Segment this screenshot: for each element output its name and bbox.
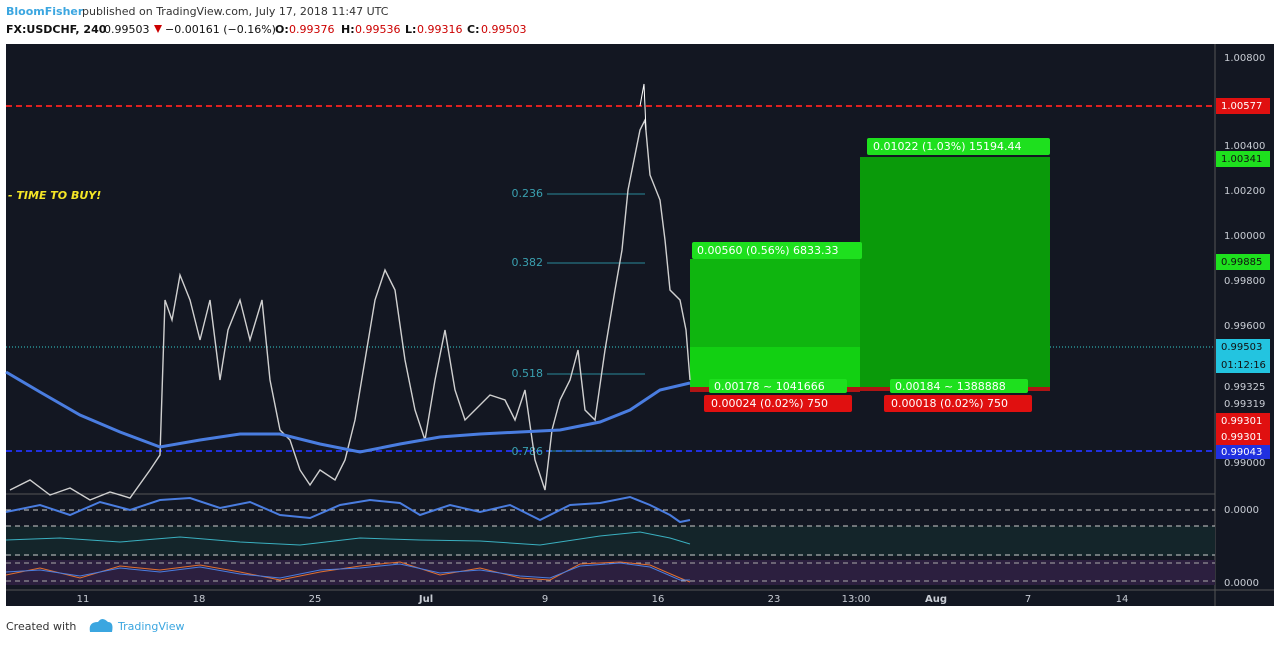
- price-tick: 0.99301: [1221, 416, 1262, 427]
- price-tick: 0.99301: [1221, 432, 1262, 443]
- price-tick: 1.00400: [1224, 141, 1265, 152]
- profit-zone[interactable]: [860, 157, 1050, 387]
- symbol: FX:USDCHF, 240: [6, 23, 107, 36]
- oscillator: [5, 495, 691, 524]
- price-tick: 1.00577: [1221, 101, 1262, 112]
- close: 0.99503: [481, 23, 527, 36]
- author[interactable]: BloomFisher: [6, 5, 84, 18]
- price-tick: 0.99043: [1221, 447, 1262, 458]
- time-axis: 11 18 25 Jul 9 16 23 13:00 Aug 7 14: [77, 594, 1129, 605]
- h-label: H:: [341, 23, 355, 36]
- price-tick: 0.99319: [1224, 399, 1265, 410]
- price-tick: 1.00200: [1224, 186, 1265, 197]
- fib: [547, 193, 645, 452]
- price-tag: [1216, 445, 1270, 459]
- logo: [89, 619, 113, 632]
- price-tag: [1216, 413, 1270, 445]
- fib-label: 0.236: [512, 187, 544, 200]
- label-box: [890, 379, 1028, 393]
- price-tick: 1.00000: [1224, 231, 1265, 242]
- c-label: C:: [467, 23, 479, 36]
- l-label: L:: [405, 23, 416, 36]
- profit-zone[interactable]: [690, 259, 860, 347]
- price-tick: 0.99600: [1224, 321, 1265, 332]
- fib-label: 0.786: [512, 445, 544, 458]
- published: published on TradingView.com, July 17, 2…: [82, 5, 389, 18]
- profit-label: 0.00560 (0.56%) 6833.33: [697, 244, 839, 257]
- stochastic: [5, 562, 690, 581]
- last: 0.99503: [104, 23, 150, 36]
- open: 0.99376: [289, 23, 335, 36]
- price-tag: [1216, 98, 1270, 114]
- price-tag: [1216, 339, 1270, 373]
- annotation: - TIME TO BUY!: [8, 189, 101, 202]
- label-box: [709, 379, 847, 393]
- footer-text: Created with: [6, 620, 76, 633]
- fib-label: 0.518: [512, 367, 544, 380]
- time-tick: 7: [1025, 594, 1031, 605]
- wick: [639, 83, 647, 131]
- price-path: [9, 117, 691, 501]
- moving-average: [5, 370, 691, 454]
- time-tick: Jul: [418, 594, 433, 605]
- price-tick: 0.99800: [1224, 276, 1265, 287]
- time-tick: 23: [768, 594, 781, 605]
- stochastic: [5, 561, 691, 583]
- time-tick: 16: [652, 594, 665, 605]
- price-tick: 0.99325: [1224, 382, 1265, 393]
- indicator-tick: 0.0000: [1224, 505, 1259, 516]
- change: −0.00161 (−0.16%): [165, 23, 276, 36]
- low: 0.99316: [417, 23, 463, 36]
- price-axis: 1.00800 1.00577 1.00400 1.00341 1.00200 …: [1216, 53, 1270, 589]
- price-tick: 1.00341: [1221, 154, 1262, 165]
- price-tick: 1.00800: [1224, 53, 1265, 64]
- profit-label: 0.01022 (1.03%) 15194.44: [873, 140, 1022, 153]
- label-box: [884, 395, 1032, 412]
- pane-bg: [6, 526, 1215, 556]
- time-tick: Aug: [925, 594, 947, 605]
- time-tick: 14: [1116, 594, 1129, 605]
- time-tick: 9: [542, 594, 548, 605]
- time-tick: 18: [193, 594, 206, 605]
- price-tag: [1216, 151, 1270, 167]
- indicator-tick: 0.0000: [1224, 578, 1259, 589]
- footer-brand[interactable]: TradingView: [117, 620, 184, 633]
- label-box: [692, 242, 862, 259]
- stop-label: 0.00018 (0.02%) 750: [891, 397, 1008, 410]
- o-label: O:: [275, 23, 289, 36]
- price-tick: 0.99000: [1224, 458, 1265, 469]
- price-tick: 0.99503: [1221, 342, 1262, 353]
- label-box: [867, 138, 1050, 155]
- high: 0.99536: [355, 23, 401, 36]
- time-tick: 13:00: [842, 594, 871, 605]
- countdown: 01:12:16: [1221, 360, 1266, 371]
- chart-bg: [6, 44, 1274, 606]
- label-box: [704, 395, 852, 412]
- price-tick: 0.99885: [1221, 257, 1262, 268]
- fib-label: 0.382: [512, 256, 544, 269]
- entry-label: 0.00178 ~ 1041666: [714, 380, 825, 393]
- down-arrow: [154, 25, 162, 33]
- oscillator: [5, 531, 691, 546]
- entry-label: 0.00184 ~ 1388888: [895, 380, 1006, 393]
- time-tick: 11: [77, 594, 90, 605]
- price-tag: [1216, 254, 1270, 270]
- stop-label: 0.00024 (0.02%) 750: [711, 397, 828, 410]
- time-tick: 25: [309, 594, 322, 605]
